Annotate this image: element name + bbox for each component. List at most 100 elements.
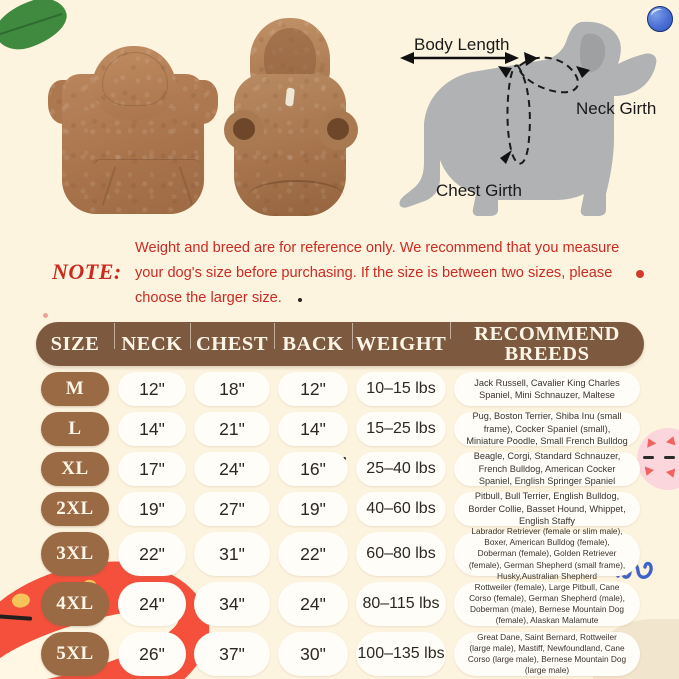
neck-cell-value: 22" <box>118 532 186 576</box>
breeds-cell: Jack Russell, Cavalier King Charles Span… <box>450 372 644 406</box>
neck-cell: 24" <box>114 582 190 626</box>
back-cell-value: 24" <box>278 582 348 626</box>
breeds-value: Pug, Boston Terrier, Shiba Inu (small fr… <box>454 411 640 446</box>
back-cell-text: 30" <box>300 643 326 664</box>
note-text: Weight and breed are for reference only.… <box>135 240 620 306</box>
product-images-row: Body Length Neck Girth Chest Girth <box>0 0 679 228</box>
breeds-cell: Great Dane, Saint Bernard, Rottweiler (l… <box>450 632 644 676</box>
chest-cell: 27" <box>190 492 274 526</box>
back-cell-text: 22" <box>300 543 326 564</box>
back-cell: 22" <box>274 532 352 576</box>
breeds-text: Pitbull, Bull Terrier, English Bulldog, … <box>468 491 626 527</box>
size-pill: M <box>41 372 109 406</box>
diagram-label-neck-girth: Neck Girth <box>576 99 656 118</box>
neck-cell: 14" <box>114 412 190 446</box>
column-header-chest: CHEST <box>190 323 274 355</box>
table-row: L 14" 21" 14" 15–25 lbs Pug, Boston Terrier, … <box>36 411 644 446</box>
chest-cell-value: 18" <box>194 372 270 406</box>
chest-cell-value: 31" <box>194 532 270 576</box>
neck-cell: 22" <box>114 532 190 576</box>
size-pill: L <box>41 412 109 446</box>
breeds-text: Jack Russell, Cavalier King Charles Span… <box>474 377 620 400</box>
back-cell-value: 22" <box>278 532 348 576</box>
chest-cell-text: 27" <box>219 498 245 519</box>
chest-cell-text: 21" <box>219 418 245 439</box>
note-block: NOTE: Weight and breed are for reference… <box>0 232 679 314</box>
size-pill: 2XL <box>41 492 109 526</box>
size-pill: 3XL <box>41 532 109 576</box>
weight-cell-text: 80–115 lbs <box>362 595 440 612</box>
size-pill: 5XL <box>41 632 109 676</box>
table-header-row: SIZE NECK CHEST BACK WEIGHT RECOMMEND BR… <box>36 312 644 366</box>
weight-cell: 60–80 lbs <box>352 532 450 576</box>
breeds-value: Jack Russell, Cavalier King Charles Span… <box>454 372 640 406</box>
chest-cell: 37" <box>190 632 274 676</box>
breeds-value: Labrador Retriever (female or slim male)… <box>454 526 640 581</box>
size-cell: 4XL <box>36 582 114 626</box>
weight-cell-value: 15–25 lbs <box>356 412 446 446</box>
breeds-text: Beagle, Corgi, Standard Schnauzer, Frenc… <box>473 451 621 487</box>
size-cell: 3XL <box>36 532 114 576</box>
dog-measurement-diagram: Body Length Neck Girth Chest Girth <box>399 21 657 216</box>
neck-cell-text: 17" <box>139 458 165 479</box>
column-header-size: SIZE <box>50 332 100 355</box>
chest-cell-text: 37" <box>219 643 245 664</box>
back-cell-text: 16" <box>300 458 326 479</box>
breeds-text: Rottweiler (female), Large Pitbull, Cane… <box>469 581 625 626</box>
size-cell: 5XL <box>36 632 114 676</box>
neck-cell-value: 17" <box>118 452 186 486</box>
back-cell-text: 12" <box>300 378 326 399</box>
weight-cell-text: 60–80 lbs <box>366 545 436 562</box>
back-cell-text: 14" <box>300 418 326 439</box>
diagram-label-chest-girth: Chest Girth <box>436 181 522 200</box>
diagram-label-body-length: Body Length <box>414 35 509 54</box>
table-body: M 12" 18" 12" 10–15 lbs Jack Russell, Cavalie… <box>36 372 644 676</box>
weight-cell-value: 80–115 lbs <box>356 582 446 626</box>
size-chart-table: SIZE NECK CHEST BACK WEIGHT RECOMMEND BR… <box>36 312 644 676</box>
chest-cell: 34" <box>190 582 274 626</box>
breeds-value: Rottweiler (female), Large Pitbull, Cane… <box>454 582 640 626</box>
back-cell-value: 19" <box>278 492 348 526</box>
weight-cell: 40–60 lbs <box>352 492 450 526</box>
back-cell: 19" <box>274 492 352 526</box>
neck-cell-text: 22" <box>139 543 165 564</box>
dog-hoodie-front-view-image <box>224 18 358 218</box>
back-cell: 30" <box>274 632 352 676</box>
breeds-value: Pitbull, Bull Terrier, English Bulldog, … <box>454 491 640 527</box>
chest-cell-value: 34" <box>194 582 270 626</box>
size-cell: XL <box>36 452 114 486</box>
weight-cell-text: 15–25 lbs <box>366 420 436 437</box>
chest-cell-value: 24" <box>194 452 270 486</box>
neck-cell: 26" <box>114 632 190 676</box>
table-row: 4XL 24" 34" 24" 80–115 lbs Rottweiler (female… <box>36 582 644 626</box>
chest-cell-value: 27" <box>194 492 270 526</box>
size-cell: 2XL <box>36 492 114 526</box>
breeds-value: Beagle, Corgi, Standard Schnauzer, Frenc… <box>454 451 640 487</box>
weight-cell-value: 40–60 lbs <box>356 492 446 526</box>
breeds-cell: Pitbull, Bull Terrier, English Bulldog, … <box>450 491 644 527</box>
breeds-cell: Beagle, Corgi, Standard Schnauzer, Frenc… <box>450 451 644 487</box>
weight-cell: 80–115 lbs <box>352 582 450 626</box>
back-cell-text: 19" <box>300 498 326 519</box>
neck-cell-text: 14" <box>139 418 165 439</box>
back-cell-value: 30" <box>278 632 348 676</box>
neck-cell-text: 24" <box>139 593 165 614</box>
weight-cell: 15–25 lbs <box>352 412 450 446</box>
neck-cell: 19" <box>114 492 190 526</box>
weight-cell: 10–15 lbs <box>352 372 450 406</box>
neck-cell-value: 12" <box>118 372 186 406</box>
back-cell-value: 12" <box>278 372 348 406</box>
neck-cell-text: 12" <box>139 378 165 399</box>
breeds-text: Great Dane, Saint Bernard, Rottweiler (l… <box>467 631 627 676</box>
chest-cell: 24" <box>190 452 274 486</box>
breeds-cell: Pug, Boston Terrier, Shiba Inu (small fr… <box>450 411 644 446</box>
column-header-back: BACK <box>274 323 352 355</box>
neck-cell-text: 26" <box>139 643 165 664</box>
table-row: 2XL 19" 27" 19" 40–60 lbs Pitbull, Bull Terri… <box>36 491 644 527</box>
table-row: M 12" 18" 12" 10–15 lbs Jack Russell, Cavalie… <box>36 372 644 406</box>
breeds-cell: Labrador Retriever (female or slim male)… <box>450 526 644 581</box>
neck-cell-value: 14" <box>118 412 186 446</box>
column-header-breeds: RECOMMEND BREEDS <box>450 312 644 365</box>
breeds-text: Labrador Retriever (female or slim male)… <box>468 526 626 581</box>
